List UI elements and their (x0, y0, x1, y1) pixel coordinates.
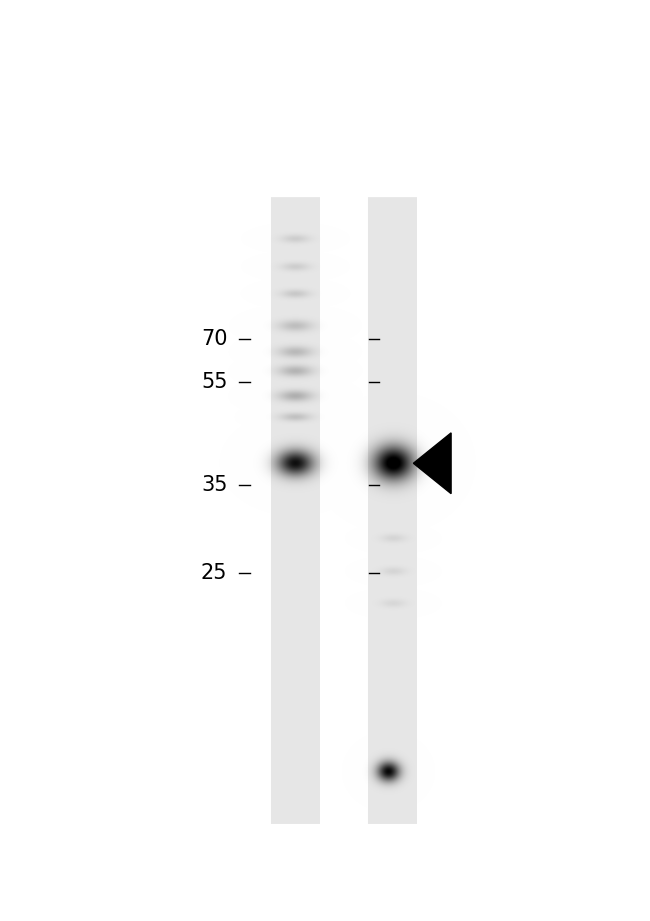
Polygon shape (413, 433, 451, 494)
Text: 25: 25 (201, 563, 227, 583)
Text: 70: 70 (201, 329, 227, 349)
Text: 35: 35 (201, 475, 227, 495)
Text: 55: 55 (201, 372, 227, 392)
